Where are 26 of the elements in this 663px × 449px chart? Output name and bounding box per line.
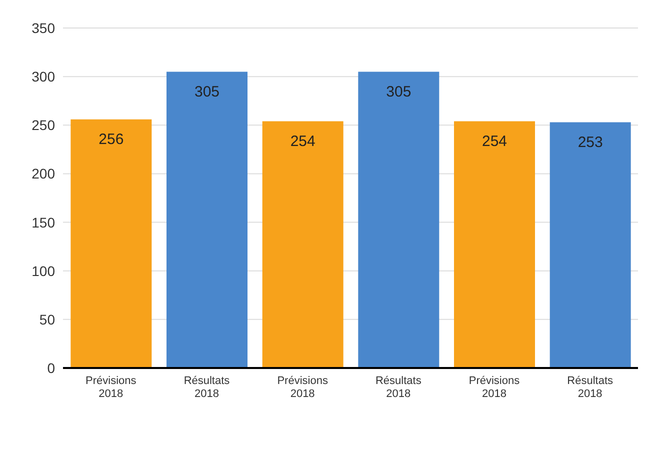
y-tick-label: 100 [32, 262, 56, 279]
bar [358, 72, 440, 368]
x-tick-label: Résultats 2018 [375, 375, 422, 400]
y-tick-label: 0 [47, 360, 56, 376]
data-label: 254 [290, 132, 316, 150]
y-tick-label: 200 [32, 166, 56, 182]
x-tick-label: Résultats 2018 [184, 375, 230, 400]
bar [166, 72, 248, 368]
x-tick-label: Prévisions 2018 [86, 375, 137, 400]
data-label: 253 [578, 134, 603, 151]
data-label: 305 [386, 83, 412, 100]
y-tick-label: 50 [39, 311, 56, 328]
y-tick-label: 350 [32, 20, 56, 36]
data-label: 256 [98, 130, 124, 148]
bar [454, 121, 535, 368]
y-tick-label: 300 [32, 68, 56, 85]
bar [262, 121, 344, 368]
x-tick-label: Prévisions 2018 [277, 375, 328, 400]
bar [70, 119, 152, 368]
x-tick-label: Prévisions 2018 [468, 375, 520, 400]
data-label: 254 [482, 132, 508, 150]
y-tick-label: 150 [32, 214, 56, 230]
bar [550, 122, 631, 368]
data-label: 305 [194, 83, 220, 100]
y-tick-label: 250 [32, 117, 56, 134]
x-tick-label: Résultats 2018 [567, 375, 614, 400]
